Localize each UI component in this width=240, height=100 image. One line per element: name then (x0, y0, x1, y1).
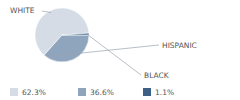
legend-swatch (143, 88, 151, 96)
leader-line (42, 11, 51, 13)
slice-label: HISPANIC (162, 41, 197, 50)
leader-line (87, 34, 141, 75)
legend-swatch (78, 88, 86, 96)
chart: WHITE HISPANIC BLACK 62.3% 36.6% 1.1% (0, 0, 240, 100)
legend-swatch (10, 88, 18, 96)
slice-label: BLACK (144, 71, 170, 80)
legend-label: 36.6% (90, 88, 114, 97)
legend-label: 1.1% (155, 88, 174, 97)
slice-label: WHITE (10, 6, 35, 15)
pie-slice (44, 35, 89, 62)
legend: 62.3% 36.6% 1.1% (10, 88, 174, 97)
labels: WHITE HISPANIC BLACK (10, 6, 197, 80)
pie (35, 8, 89, 62)
legend-label: 62.3% (22, 88, 46, 97)
pie-slice (62, 33, 89, 35)
